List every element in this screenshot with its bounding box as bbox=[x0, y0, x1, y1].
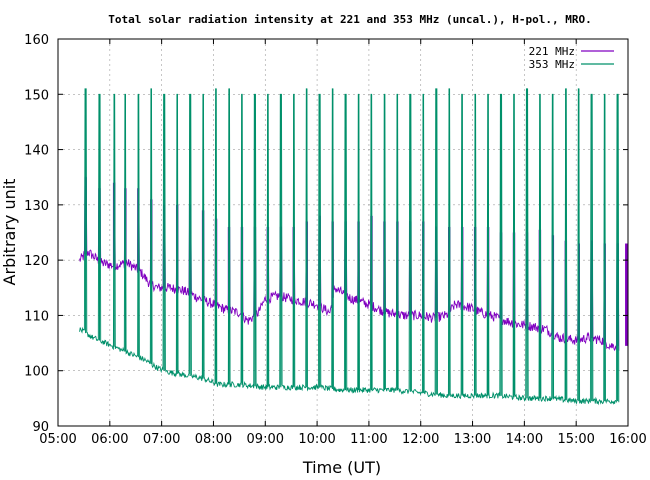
x-tick-label: 12:00 bbox=[402, 432, 439, 447]
grid bbox=[57, 38, 629, 427]
x-tick-label: 09:00 bbox=[247, 432, 284, 447]
y-axis-label: Arbitrary unit bbox=[0, 179, 19, 286]
x-tick-label: 13:00 bbox=[454, 432, 491, 447]
y-tick-label: 150 bbox=[24, 88, 49, 103]
x-tick-label: 14:00 bbox=[506, 432, 543, 447]
x-tick-label: 10:00 bbox=[298, 432, 335, 447]
y-tick-label: 130 bbox=[24, 199, 49, 214]
legend: 221 MHz 353 MHz bbox=[529, 45, 614, 71]
series-353-mhz bbox=[79, 88, 620, 406]
series-layer bbox=[79, 88, 628, 406]
y-tick-label: 110 bbox=[24, 309, 49, 324]
x-tick-label: 15:00 bbox=[557, 432, 594, 447]
series-line-221-mhz bbox=[79, 176, 620, 352]
plot-frame bbox=[57, 38, 629, 427]
tick-layer: 05:00 06:00 07:00 08:00 09:00 10:00 11:00 12:00… bbox=[24, 33, 647, 447]
x-tick-label: 05:00 bbox=[39, 432, 76, 447]
series-line-353-mhz bbox=[79, 88, 620, 406]
x-tick-label: 11:00 bbox=[350, 432, 387, 447]
legend-label-221: 221 MHz bbox=[529, 45, 575, 58]
y-tick-label: 140 bbox=[24, 144, 49, 159]
legend-label-353: 353 MHz bbox=[529, 58, 575, 71]
x-tick-label: 06:00 bbox=[91, 432, 128, 447]
y-tick-label: 90 bbox=[32, 420, 49, 435]
chart-title: Total solar radiation intensity at 221 a… bbox=[108, 13, 591, 26]
x-axis-label: Time (UT) bbox=[302, 458, 381, 477]
y-tick-label: 100 bbox=[24, 365, 49, 380]
x-tick-label: 16:00 bbox=[609, 432, 646, 447]
x-tick-label: 07:00 bbox=[143, 432, 180, 447]
y-tick-label: 160 bbox=[24, 33, 49, 48]
x-tick-label: 08:00 bbox=[195, 432, 232, 447]
y-tick-label: 120 bbox=[24, 254, 49, 269]
